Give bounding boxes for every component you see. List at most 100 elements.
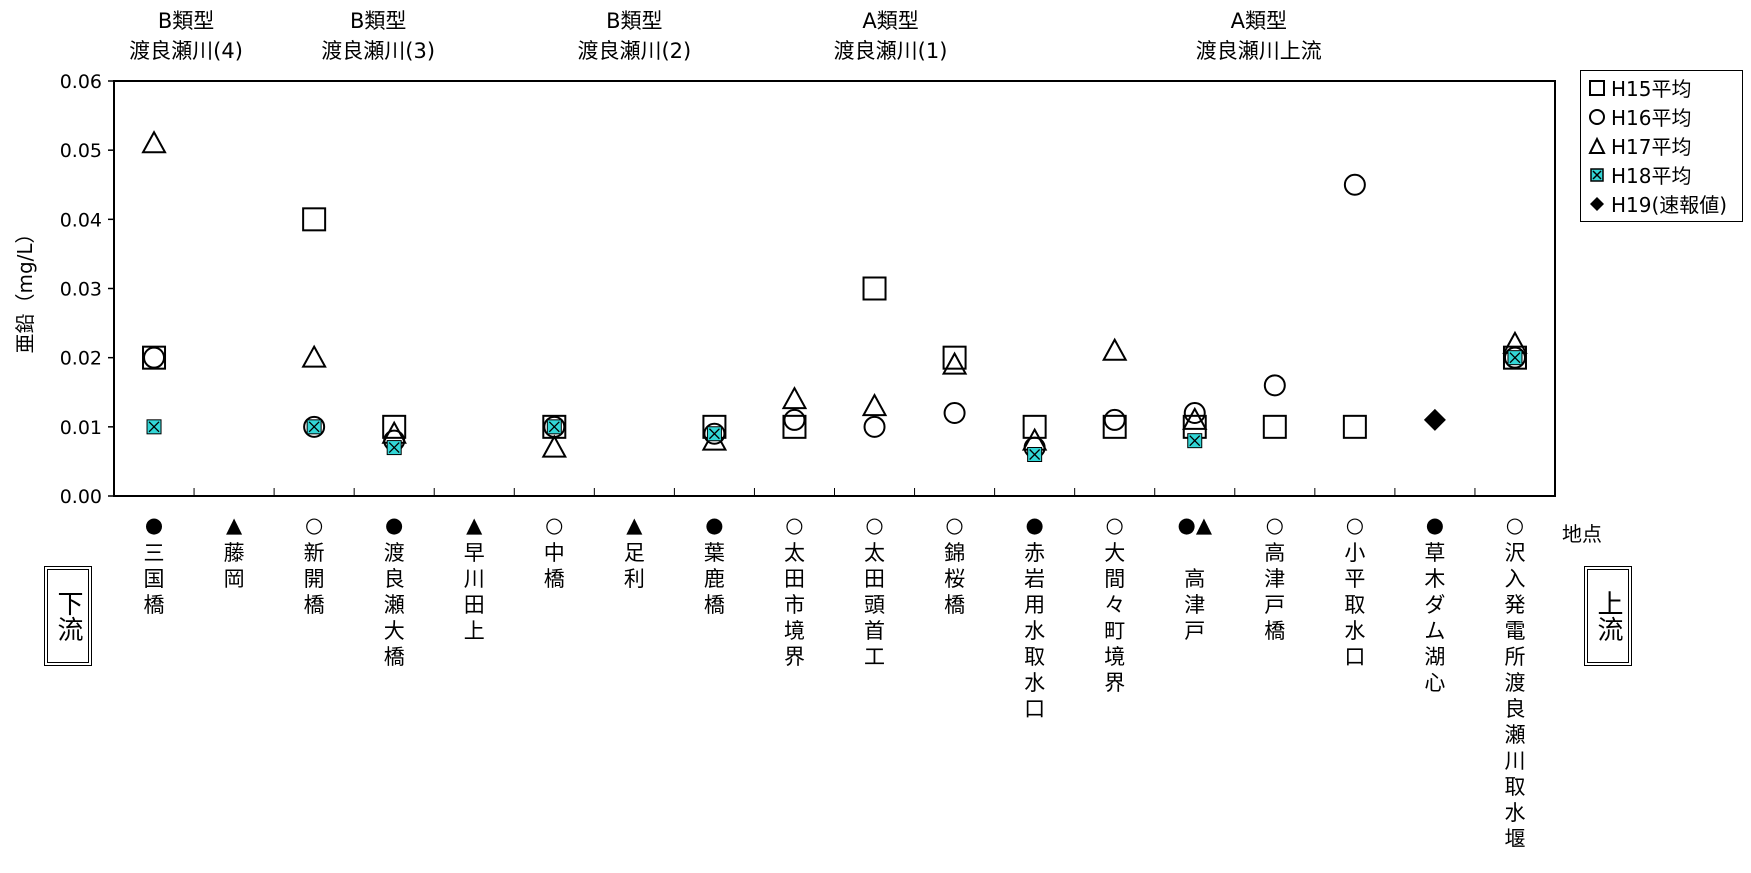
y-tick-label: 0.00 [60, 486, 102, 508]
group-type-label: A類型 [862, 9, 918, 33]
group-type-label: B類型 [158, 9, 214, 33]
category-symbol: ▲ [466, 513, 483, 537]
h17-marker [861, 393, 888, 417]
category-symbol: ○ [1266, 513, 1284, 537]
category-symbol: ●▲ [1178, 513, 1213, 537]
h18-marker-x2 [1029, 449, 1041, 460]
category-symbol: ▲ [626, 513, 643, 537]
h17-marker [941, 351, 968, 375]
category-label: 小平取水口 [1344, 541, 1365, 669]
category-symbol: ▲ [226, 513, 243, 537]
h15-marker [862, 276, 887, 301]
y-axis-label: 亜鉛（mg/L） [13, 223, 37, 353]
category-label: 葉鹿橋 [704, 541, 725, 617]
category-symbol: ○ [945, 513, 963, 537]
h17-marker [1182, 406, 1208, 430]
h18-marker [306, 419, 322, 435]
axes [108, 80, 1556, 497]
h16-marker [703, 422, 726, 445]
category-symbol: ● [145, 513, 163, 537]
h16-marker [143, 346, 166, 369]
h16-marker [943, 402, 966, 424]
h15-marker [302, 207, 327, 232]
category-label: 沢入発電所渡良瀬川取水堰 [1504, 541, 1525, 851]
h15-marker [1342, 414, 1367, 439]
triangle-marker-icon [1588, 136, 1606, 154]
h18-marker [1507, 350, 1523, 366]
h16-marker [1103, 408, 1126, 431]
h17-marker [541, 434, 567, 458]
h16-marker [863, 415, 886, 438]
h18-marker [146, 419, 162, 435]
category-label: 渡良瀬大橋 [384, 541, 405, 669]
h16-marker [1183, 402, 1206, 424]
group-name-label: 渡良瀬川(1) [834, 39, 948, 63]
h18-marker-x2 [1189, 435, 1201, 447]
legend-item-h16: H16平均 [1587, 102, 1742, 131]
category-symbol: ○ [865, 513, 883, 537]
h18-marker-x2 [1509, 352, 1521, 364]
category-symbol: ○ [1506, 513, 1524, 537]
category-label: 大間々町境界 [1104, 541, 1125, 695]
h16-marker [1263, 374, 1286, 397]
category-label: 足利 [624, 541, 645, 591]
category-symbol: ● [385, 513, 403, 537]
category-label: 高津戸 [1184, 567, 1205, 643]
group-type-label: A類型 [1231, 9, 1287, 33]
legend-label: H15平均 [1611, 77, 1692, 101]
category-symbol: ○ [1106, 513, 1124, 537]
upstream-label: 上流 [1584, 566, 1632, 666]
legend: H15平均 H16平均 H17平均 H18平均 H19(速報値) [1580, 70, 1743, 222]
h16-marker [1343, 173, 1366, 196]
category-symbol: ○ [785, 513, 803, 537]
h18-marker-x2 [308, 421, 320, 433]
location-label: 地点 [1562, 522, 1602, 546]
chart-text: 0.00 0.01 0.02 0.03 0.04 0.05 0.06 亜鉛（mg/L） B類型渡… [13, 9, 1602, 851]
category-symbol: ● [705, 513, 723, 537]
h17-marker [1102, 337, 1128, 361]
h18-marker [1187, 433, 1203, 449]
diamond-marker-icon [1590, 196, 1604, 211]
category-symbol: ● [1426, 513, 1444, 537]
legend-item-h18: H18平均 [1587, 160, 1742, 189]
group-type-label: B類型 [350, 9, 406, 33]
h16-marker [1503, 346, 1526, 369]
category-symbol: ○ [1346, 513, 1364, 537]
category-label: 高津戸橋 [1264, 541, 1285, 643]
h18-marker [1027, 447, 1043, 462]
category-label: 新開橋 [304, 541, 325, 617]
h18-marker-x2 [148, 421, 160, 433]
category-symbol: ● [1025, 513, 1043, 537]
h15-marker [1262, 414, 1287, 439]
h15-marker [382, 414, 407, 439]
square-marker-icon [1589, 79, 1605, 96]
group-type-label: B類型 [606, 9, 662, 33]
h18-marker-x2 [708, 428, 720, 440]
h18-marker-x2 [548, 421, 560, 433]
y-tick-label: 0.06 [60, 71, 102, 93]
legend-item-h15: H15平均 [1587, 73, 1742, 102]
group-name-label: 渡良瀬川上流 [1196, 39, 1322, 63]
y-tick-label: 0.04 [60, 209, 102, 231]
h17-marker [301, 344, 327, 368]
legend-item-h19: H19(速報値) [1587, 189, 1742, 218]
category-label: 草木ダム湖心 [1424, 541, 1445, 695]
x-box-marker-icon [1590, 167, 1604, 182]
h19-marker [1423, 408, 1446, 431]
category-label: 太田市境界 [784, 541, 805, 669]
legend-label: H17平均 [1611, 135, 1692, 159]
y-tick-label: 0.02 [60, 348, 102, 370]
h18-marker [546, 419, 562, 435]
category-symbol: ○ [545, 513, 563, 537]
group-name-label: 渡良瀬川(4) [129, 39, 243, 63]
legend-item-h17: H17平均 [1587, 131, 1742, 160]
legend-label: H19(速報値) [1611, 193, 1728, 217]
group-name-label: 渡良瀬川(3) [321, 39, 435, 63]
legend-label: H18平均 [1611, 164, 1692, 188]
h15-marker [782, 414, 807, 439]
legend-label: H16平均 [1611, 106, 1692, 130]
h15-marker [1102, 414, 1127, 439]
group-name-label: 渡良瀬川(2) [577, 39, 691, 63]
downstream-label: 下流 [44, 566, 92, 666]
h16-marker [303, 415, 326, 438]
